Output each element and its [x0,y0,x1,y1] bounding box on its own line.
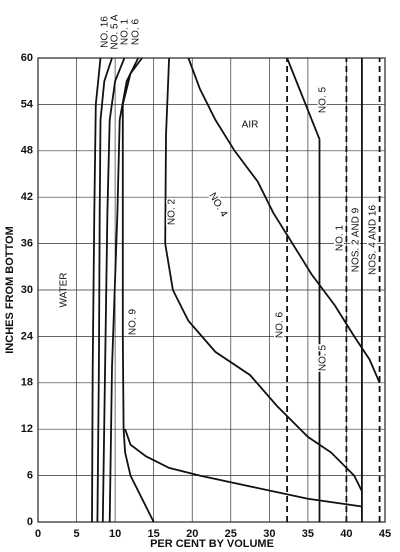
series-label: NO. 4 [207,191,230,219]
y-tick-label: 30 [21,284,33,296]
y-tick-label: 48 [21,145,33,157]
x-tick-label: 5 [73,528,79,540]
line [124,428,363,508]
line [108,57,140,523]
y-tick-label: 60 [21,52,33,64]
y-tick-label: 24 [21,330,34,342]
x-tick-label: 25 [225,528,237,540]
series-label: NO. 5 [318,87,329,114]
x-tick-label: 20 [186,528,198,540]
line [101,57,126,523]
y-tick-label: 0 [27,516,33,528]
series-label: NO. 2 [167,199,178,226]
y-tick-label: 54 [21,98,34,110]
series-label: NO. 16 [100,16,111,48]
x-tick-label: 0 [35,528,41,540]
air-label: AIR [242,120,259,131]
x-tick-label: 30 [263,528,275,540]
line [164,57,363,492]
y-tick-label: 36 [21,238,33,250]
series-label: NO. 5 [318,345,329,372]
x-tick-label: 45 [379,528,391,540]
x-axis-title: PER CENT BY VOLUME [150,538,274,550]
series-label: NO. 9 [128,309,139,336]
y-tick-label: 6 [27,470,33,482]
series-label: NOS. 2 AND 9 [351,207,362,272]
x-tick-label: 40 [340,528,352,540]
series-label: NO. 6 [275,312,286,339]
x-tick-label: 10 [109,528,121,540]
line [91,57,102,523]
line [187,57,381,384]
series-label: NO. 6 [131,19,142,46]
x-tick-label: 15 [148,528,160,540]
y-axis-title: INCHES FROM BOTTOM [4,226,16,354]
y-tick-label: 42 [21,191,33,203]
series-label: NOS. 4 AND 16 [368,205,379,275]
x-tick-label: 35 [302,528,314,540]
y-tick-label: 12 [21,423,33,435]
line [96,57,113,523]
series-label: NO. 1 [120,19,131,46]
line [286,57,321,140]
series-label: NO. 1 [335,225,346,252]
series-label: NO. 5 A [110,14,121,49]
y-tick-label: 18 [21,377,33,389]
line [121,57,155,523]
